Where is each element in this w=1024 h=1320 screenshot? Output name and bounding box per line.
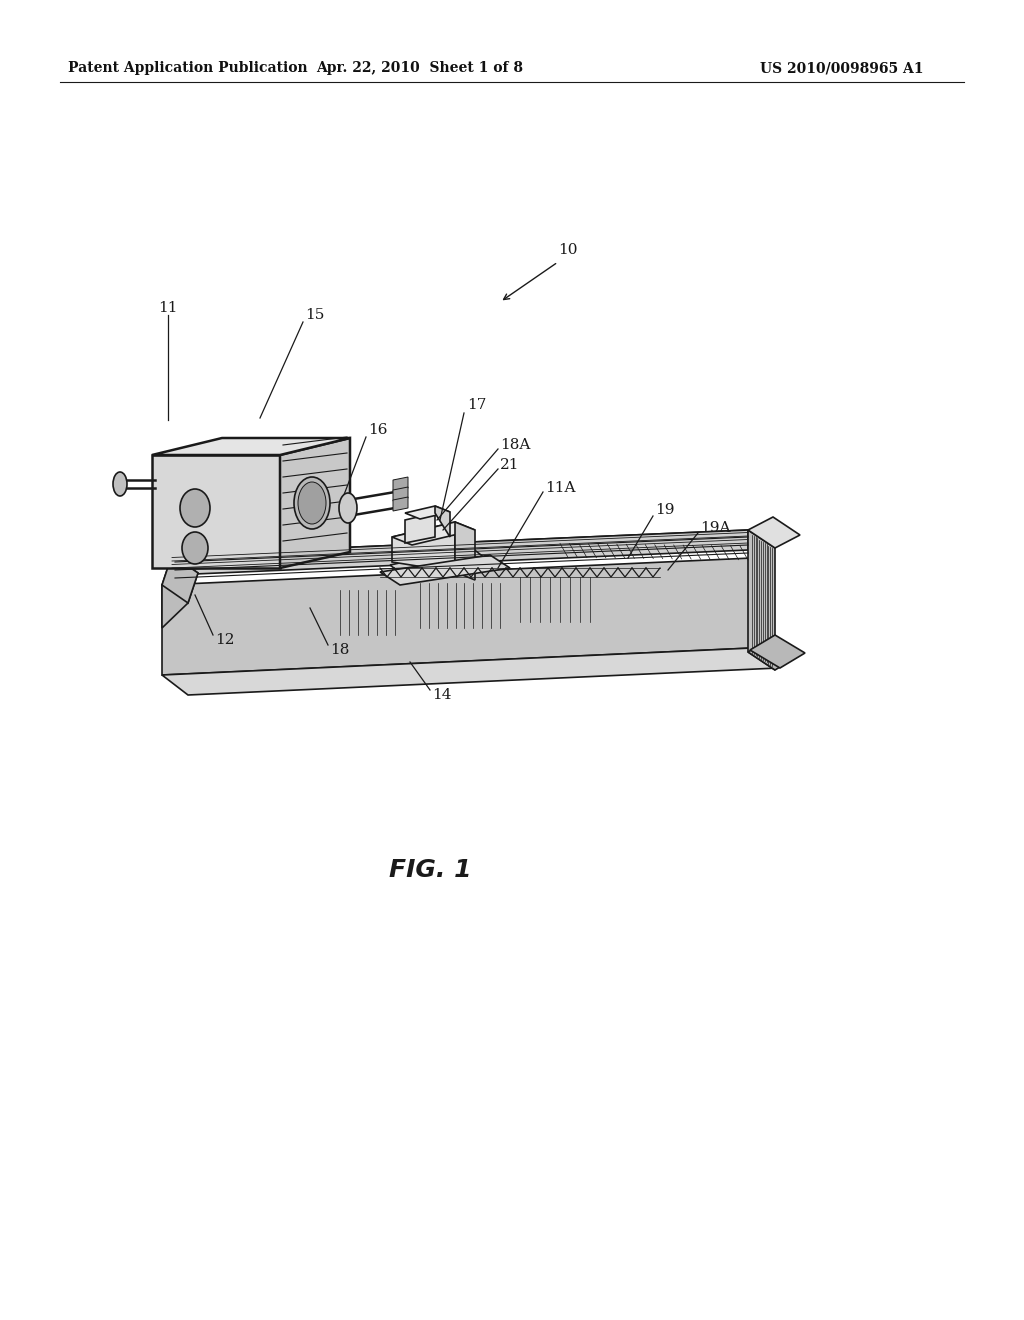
Text: 18: 18 bbox=[330, 643, 349, 657]
Text: 10: 10 bbox=[558, 243, 578, 257]
Polygon shape bbox=[172, 531, 748, 576]
Polygon shape bbox=[393, 477, 408, 491]
Text: 19A: 19A bbox=[700, 521, 730, 535]
Polygon shape bbox=[393, 498, 408, 511]
Ellipse shape bbox=[113, 473, 127, 496]
Polygon shape bbox=[748, 517, 800, 548]
Text: Patent Application Publication: Patent Application Publication bbox=[68, 61, 307, 75]
Text: FIG. 1: FIG. 1 bbox=[389, 858, 471, 882]
Ellipse shape bbox=[182, 532, 208, 564]
Polygon shape bbox=[393, 487, 408, 502]
Polygon shape bbox=[435, 506, 450, 537]
Polygon shape bbox=[162, 558, 752, 675]
Ellipse shape bbox=[294, 477, 330, 529]
Text: 17: 17 bbox=[467, 399, 486, 412]
Text: 21: 21 bbox=[500, 458, 519, 473]
Text: 15: 15 bbox=[305, 308, 325, 322]
Polygon shape bbox=[748, 531, 775, 671]
Polygon shape bbox=[162, 554, 198, 603]
Polygon shape bbox=[162, 648, 778, 696]
Polygon shape bbox=[750, 635, 805, 668]
Text: 11: 11 bbox=[159, 301, 178, 315]
Ellipse shape bbox=[180, 488, 210, 527]
Polygon shape bbox=[162, 554, 198, 628]
Text: 18A: 18A bbox=[500, 438, 530, 451]
Text: 12: 12 bbox=[215, 634, 234, 647]
Polygon shape bbox=[748, 638, 800, 671]
Polygon shape bbox=[152, 438, 350, 455]
Text: US 2010/0098965 A1: US 2010/0098965 A1 bbox=[760, 61, 924, 75]
Polygon shape bbox=[390, 548, 490, 579]
Ellipse shape bbox=[339, 492, 357, 523]
Polygon shape bbox=[392, 521, 475, 545]
Polygon shape bbox=[455, 521, 475, 579]
Text: 16: 16 bbox=[368, 422, 387, 437]
Text: 19: 19 bbox=[655, 503, 675, 517]
Ellipse shape bbox=[298, 482, 326, 524]
Polygon shape bbox=[406, 506, 450, 519]
Polygon shape bbox=[406, 513, 435, 543]
Polygon shape bbox=[172, 531, 775, 573]
Polygon shape bbox=[152, 455, 280, 568]
Text: 11A: 11A bbox=[545, 480, 575, 495]
Text: Apr. 22, 2010  Sheet 1 of 8: Apr. 22, 2010 Sheet 1 of 8 bbox=[316, 61, 523, 75]
Polygon shape bbox=[392, 521, 455, 572]
Polygon shape bbox=[280, 438, 350, 568]
Text: 14: 14 bbox=[432, 688, 452, 702]
Polygon shape bbox=[380, 554, 510, 585]
